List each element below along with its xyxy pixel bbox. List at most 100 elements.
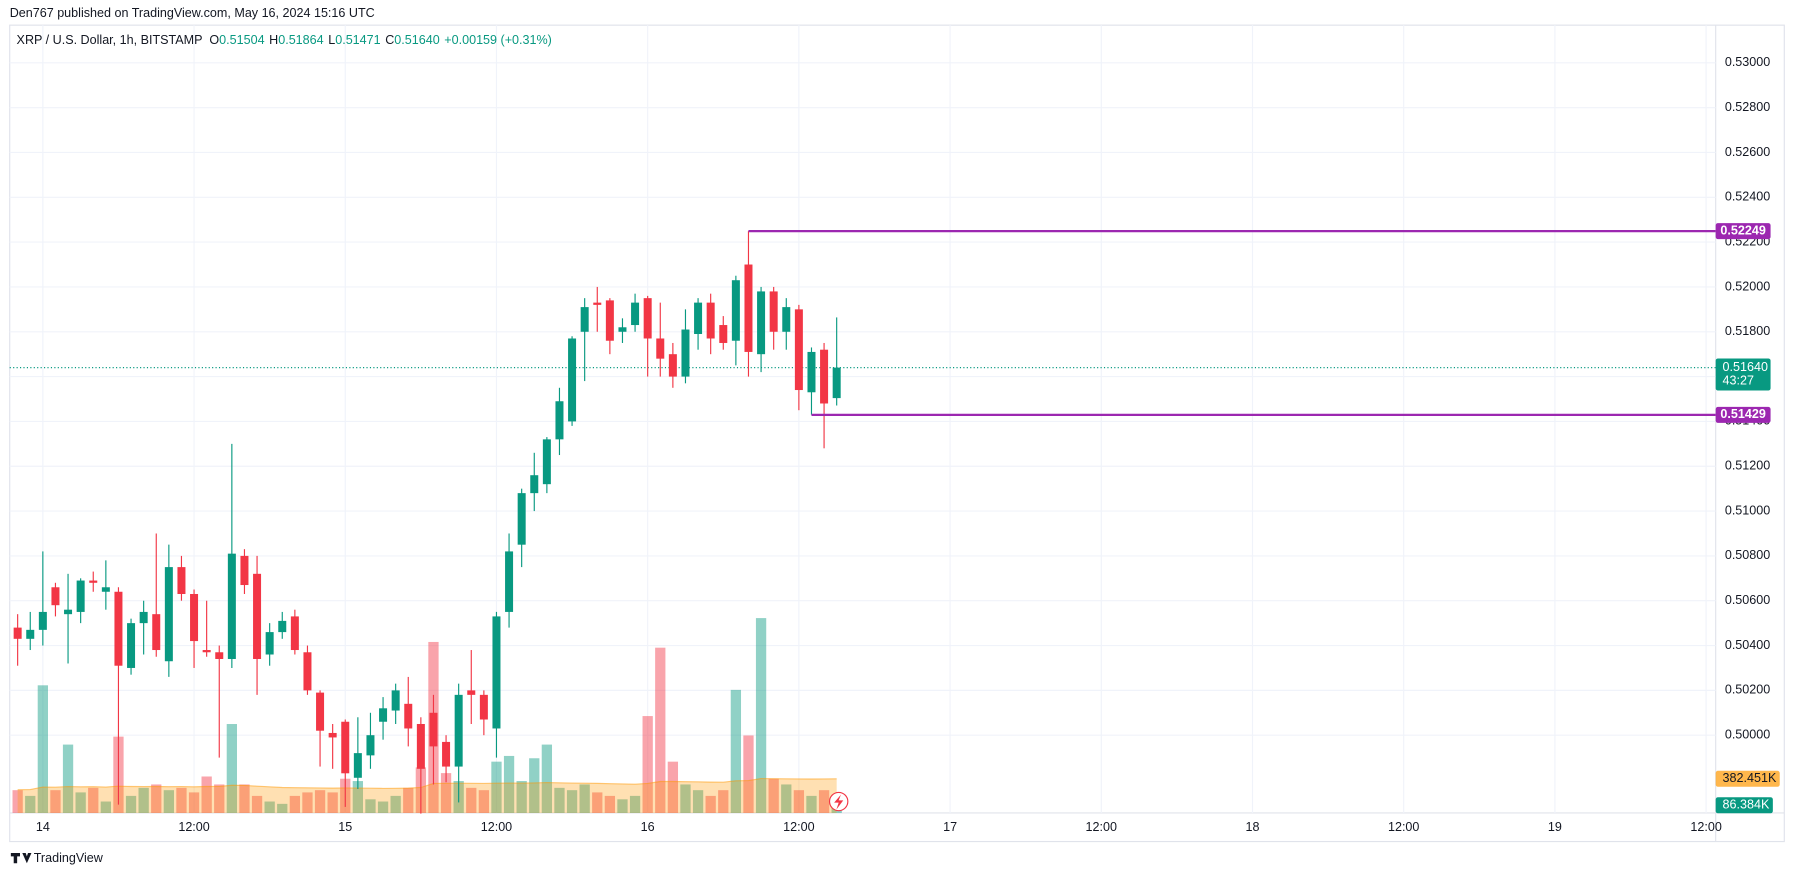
- candle-body: [215, 652, 224, 659]
- volume-bar: [655, 647, 666, 813]
- volume-bar: [503, 755, 515, 813]
- volume-bar: [365, 799, 376, 813]
- volume-bar: [768, 778, 779, 813]
- candle-body: [731, 280, 740, 341]
- candle-body: [152, 614, 161, 651]
- candle-body: [568, 338, 577, 422]
- candle-body: [379, 708, 388, 722]
- candle-body: [618, 327, 627, 332]
- legend-value: 0.51640: [394, 33, 439, 47]
- candle-body: [719, 325, 728, 343]
- y-tick-label: 0.52400: [1725, 190, 1770, 204]
- volume-bar: [214, 784, 225, 813]
- y-tick-label: 0.50200: [1725, 683, 1770, 697]
- volume-bar: [226, 724, 238, 813]
- volume-bar: [125, 795, 137, 813]
- volume-bar: [529, 758, 540, 813]
- legend-value: 0.51864: [278, 33, 323, 47]
- volume-bar: [554, 787, 565, 813]
- y-tick-label: 0.51200: [1725, 459, 1770, 473]
- logo-text: TradingView: [34, 851, 104, 865]
- candle-body: [353, 753, 362, 778]
- x-tick-label: 12:00: [178, 820, 209, 834]
- candle-body: [391, 690, 400, 711]
- candle-body: [164, 567, 173, 662]
- candle-body: [101, 587, 110, 592]
- y-tick-label: 0.50800: [1725, 548, 1770, 562]
- y-tick-label: 0.51800: [1725, 324, 1770, 338]
- candle-body: [555, 401, 564, 440]
- y-tick-label: 0.52000: [1725, 279, 1770, 293]
- volume-bar: [75, 792, 86, 813]
- candle-body: [744, 264, 753, 352]
- candle-body: [366, 735, 375, 756]
- volume-bar: [705, 795, 716, 813]
- volume-bar: [491, 761, 502, 813]
- volume-bar: [176, 787, 187, 813]
- x-tick-label: 15: [338, 820, 352, 834]
- volume-bar: [718, 790, 729, 813]
- x-tick-label: 17: [943, 820, 957, 834]
- volume-bar: [138, 787, 149, 813]
- y-tick-label: 0.50000: [1725, 728, 1770, 742]
- candle-body: [51, 587, 60, 606]
- x-tick-label: 12:00: [481, 820, 512, 834]
- y-tick-label: 0.52600: [1725, 145, 1770, 159]
- volume-bar: [239, 784, 250, 813]
- volume-bar: [302, 792, 313, 813]
- volume-bar: [100, 801, 111, 813]
- last-price-label: 0.51640: [1723, 360, 1768, 374]
- candle-body: [832, 367, 841, 399]
- volume-bar: [327, 792, 338, 813]
- volume-bar: [781, 784, 792, 813]
- logo-mark: [10, 852, 32, 864]
- x-tick-label: 18: [1246, 820, 1260, 834]
- price-label-bg: [1715, 406, 1771, 423]
- byline: Den767 published on TradingView.com, May…: [10, 6, 375, 20]
- candle-body: [542, 439, 551, 485]
- x-tick-label: 12:00: [1086, 820, 1117, 834]
- volume-bar: [289, 795, 301, 813]
- candle-body: [328, 732, 337, 738]
- volume-bar: [818, 790, 830, 813]
- candle-body: [580, 307, 589, 332]
- candle-body: [202, 650, 211, 653]
- x-tick-label: 12:00: [1388, 820, 1419, 834]
- volume-ma-label-bg: [1715, 770, 1780, 787]
- volume-bar: [163, 790, 174, 813]
- volume-bar: [188, 792, 200, 813]
- volume-bar: [730, 689, 742, 813]
- candle-body: [467, 690, 476, 695]
- candle-body: [290, 616, 299, 651]
- candle-body: [265, 632, 274, 655]
- volume-bar: [466, 787, 477, 813]
- volume-bar: [629, 795, 641, 813]
- candle-body: [13, 627, 22, 639]
- candle-body: [278, 620, 287, 633]
- candle-body: [38, 611, 47, 630]
- x-tick-label: 19: [1548, 820, 1562, 834]
- volume-bar: [314, 790, 326, 813]
- legend-change: +0.00159 (+0.31%): [444, 33, 552, 47]
- candle-body: [706, 302, 715, 339]
- legend: XRP / U.S. Dollar, 1h, BITSTAMP O0.51504 H…: [17, 33, 552, 47]
- y-tick-label: 0.50600: [1725, 593, 1770, 607]
- legend-value: 0.51504: [219, 33, 264, 47]
- candle-body: [530, 475, 539, 494]
- x-tick-label: 12:00: [783, 820, 814, 834]
- candle-body: [416, 723, 425, 769]
- volume-bar: [604, 795, 616, 813]
- volume-bar: [478, 790, 490, 813]
- legend-key: L: [328, 33, 335, 47]
- volume-bar: [743, 735, 754, 813]
- candle-body: [782, 307, 791, 332]
- volume-bar: [12, 790, 23, 813]
- candle-body: [505, 551, 514, 612]
- legend-key: H: [269, 33, 278, 47]
- volume-bar: [541, 744, 553, 813]
- candle-body: [89, 580, 98, 583]
- candle-body: [139, 611, 148, 624]
- candle-body: [64, 609, 73, 615]
